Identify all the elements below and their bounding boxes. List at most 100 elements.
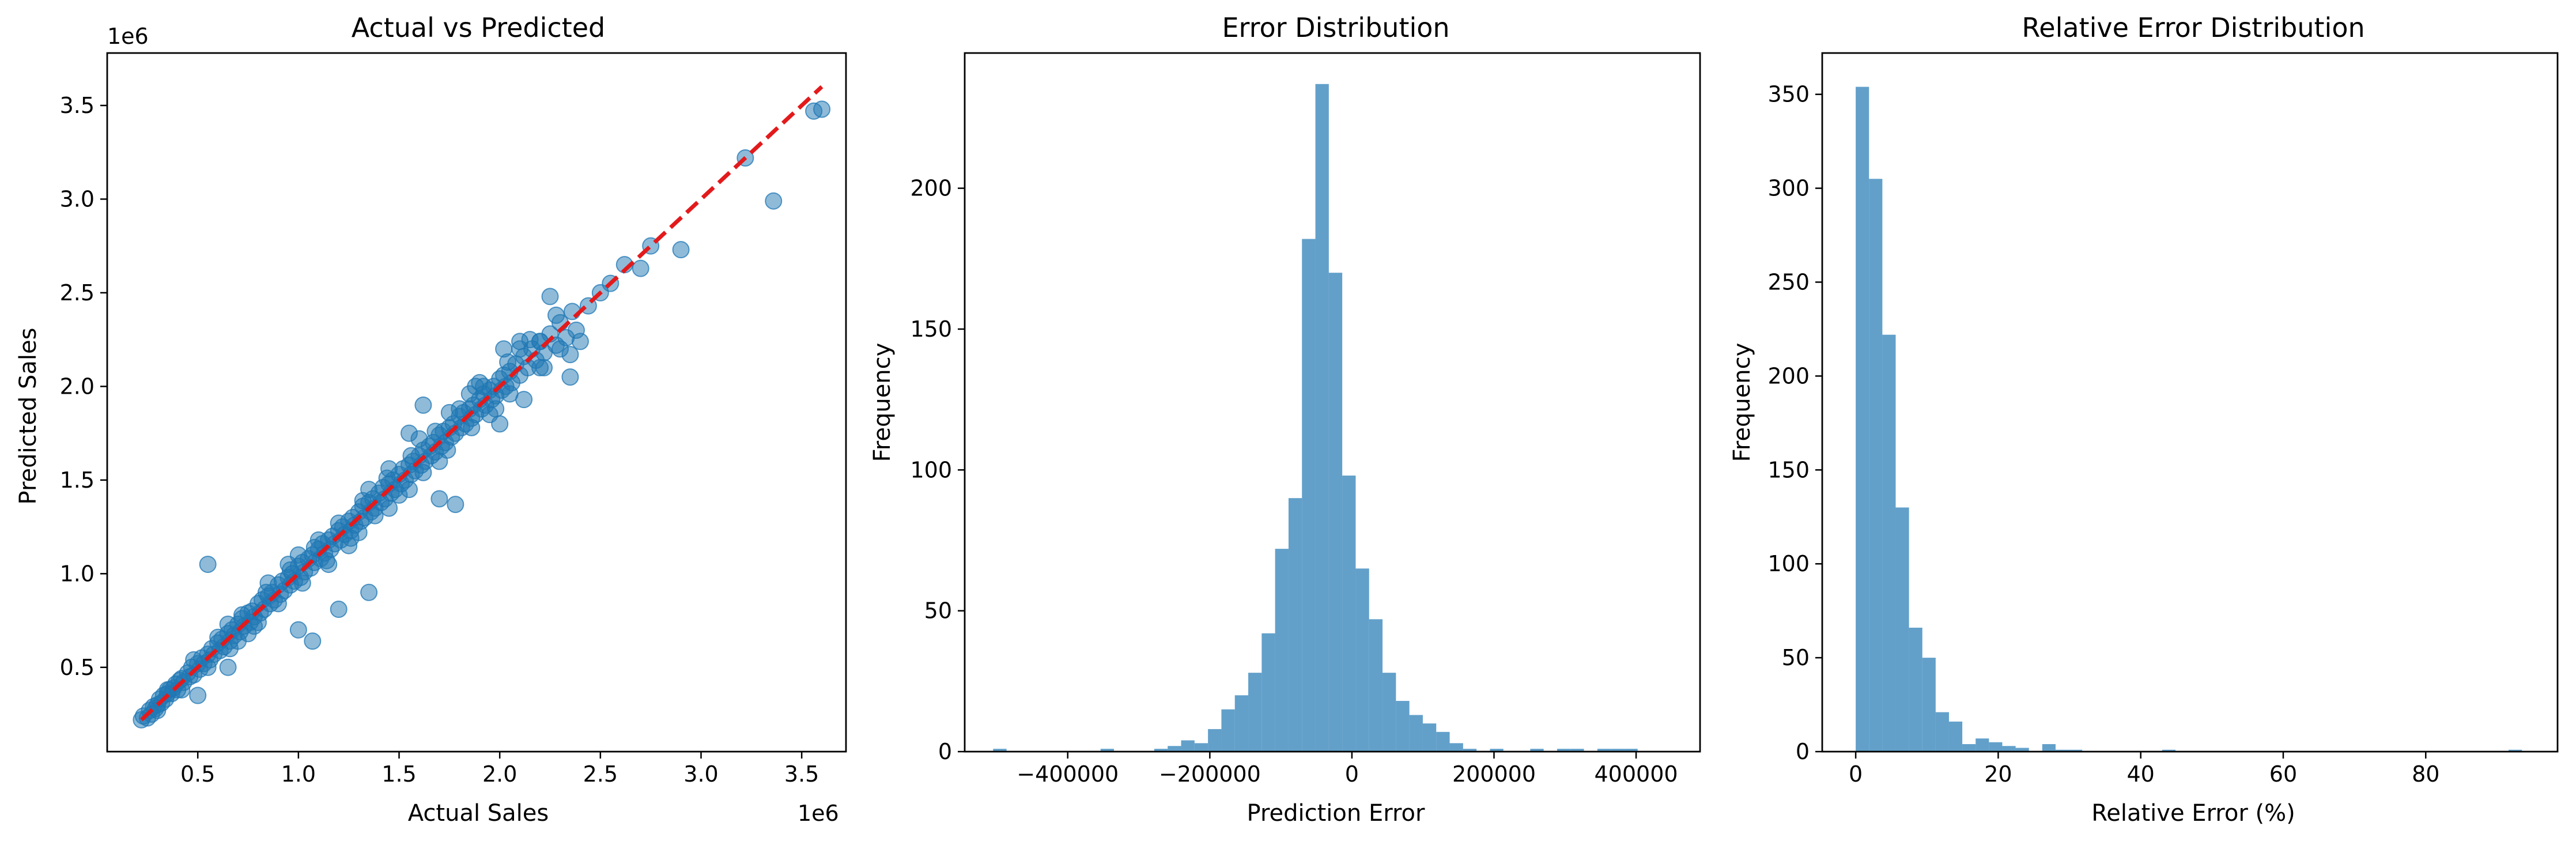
histogram-bar — [2042, 744, 2056, 752]
scatter-point — [430, 452, 448, 470]
histogram-bar — [1976, 738, 1989, 752]
y-tick-label: 1.0 — [60, 561, 95, 586]
scatter-point — [511, 333, 529, 350]
histogram-bar — [2509, 749, 2522, 752]
y-tick-label: 3.5 — [60, 93, 95, 118]
scatter-point — [515, 391, 533, 409]
scatter-point — [430, 490, 448, 508]
histogram-bar — [1154, 749, 1168, 752]
scatter-point — [199, 556, 217, 574]
x-tick-label: 0.5 — [180, 761, 215, 787]
scatter-point — [400, 424, 418, 442]
scatter-point — [571, 333, 589, 350]
x-tick-label: 1.5 — [382, 761, 416, 787]
scatter-point — [330, 514, 348, 532]
scatter-point — [632, 259, 649, 277]
scatter-point — [765, 192, 783, 210]
rel-hist-bars — [1856, 86, 2522, 752]
histogram-bar — [1570, 749, 1584, 752]
scatter-point — [360, 481, 378, 499]
scatter-point — [340, 537, 358, 554]
y-tick-label: 100 — [1767, 551, 1810, 576]
scatter-point — [219, 616, 237, 633]
error-hist-bars — [993, 84, 1638, 752]
scatter-point — [380, 460, 398, 478]
histogram-bar — [1409, 715, 1423, 752]
x-tick-label: 1.0 — [281, 761, 316, 787]
histogram-bar — [1194, 743, 1208, 752]
histogram-bar — [1181, 740, 1195, 752]
histogram-bar — [1935, 712, 1949, 752]
rel-hist-y-ticks: 0 50 100 150 200 250 300 350 — [1767, 82, 1822, 764]
rel-hist-x-ticks: 0 20 40 60 80 — [1849, 752, 2439, 787]
x-tick-label: 200000 — [1452, 761, 1536, 787]
y-tick-label: 200 — [910, 176, 952, 201]
x-tick-label: −200000 — [1159, 761, 1261, 787]
histogram-bar — [1989, 742, 2003, 752]
histogram-bar — [1275, 549, 1289, 752]
rel-hist-x-axis-label: Relative Error (%) — [2091, 800, 2295, 827]
scatter-point — [400, 481, 418, 499]
scatter-point — [360, 583, 378, 601]
histogram-bar — [1449, 743, 1463, 752]
scatter-plot-frame — [106, 52, 847, 753]
histogram-bar — [1355, 568, 1369, 752]
y-tick-label: 2.5 — [60, 280, 95, 305]
scatter-point — [293, 574, 311, 592]
x-tick-label: 40 — [2127, 761, 2155, 787]
scatter-points — [133, 100, 831, 729]
histogram-bar — [1624, 749, 1638, 752]
scatter-point — [561, 368, 579, 386]
error-hist-y-ticks: 0 50 100 150 200 — [910, 176, 965, 764]
histogram-bar — [1369, 619, 1383, 752]
histogram-bar — [1100, 749, 1115, 752]
y-tick-label: 350 — [1767, 82, 1810, 107]
scatter-point — [672, 241, 690, 259]
histogram-bar — [1962, 744, 1976, 752]
y-tick-label: 0 — [938, 739, 952, 764]
y-tick-label: 2.0 — [60, 374, 95, 399]
scatter-point — [551, 340, 569, 358]
scatter-point — [447, 496, 464, 514]
x-tick-label: 80 — [2412, 761, 2439, 787]
scatter-point — [535, 359, 553, 376]
y-tick-label: 3.0 — [60, 186, 95, 212]
histogram-bar — [1208, 729, 1222, 752]
relative-error-histogram-panel: Relative Error Distribution Relative Err… — [1729, 12, 2559, 827]
scatter-title: Actual vs Predicted — [352, 12, 605, 43]
scatter-point — [289, 621, 307, 639]
histogram-bar — [2002, 746, 2016, 752]
scatter-point — [426, 423, 444, 440]
histogram-bar — [1922, 658, 1936, 752]
scatter-y-offset-label: 1e6 — [107, 24, 149, 49]
y-tick-label: 50 — [1782, 645, 1810, 670]
histogram-bar — [1383, 673, 1396, 752]
histogram-bar — [1463, 749, 1477, 752]
scatter-y-axis-label: Predicted Sales — [15, 328, 41, 505]
scatter-point — [541, 288, 559, 305]
scatter-y-ticks: 0.5 1.0 1.5 2.0 2.5 3.0 3.5 — [60, 93, 107, 680]
histogram-bar — [1288, 498, 1302, 752]
scatter-point — [185, 651, 203, 669]
histogram-bar — [1422, 723, 1437, 752]
x-tick-label: 60 — [2269, 761, 2297, 787]
scatter-point — [414, 463, 432, 481]
y-tick-label: 1.5 — [60, 467, 95, 493]
y-tick-label: 150 — [910, 316, 952, 342]
x-tick-label: 3.5 — [784, 761, 819, 787]
y-tick-label: 0.5 — [60, 655, 95, 680]
error-hist-title: Error Distribution — [1222, 12, 1449, 43]
y-tick-label: 50 — [924, 598, 952, 624]
y-tick-label: 100 — [910, 457, 952, 482]
scatter-point — [467, 378, 485, 395]
x-tick-label: 0 — [1849, 761, 1863, 787]
scatter-point — [491, 415, 509, 433]
rel-hist-plot-frame — [1821, 52, 2559, 753]
x-tick-label: −400000 — [1017, 761, 1119, 787]
histogram-bar — [1909, 627, 1922, 752]
scatter-point — [259, 574, 277, 592]
x-tick-label: 400000 — [1595, 761, 1678, 787]
histogram-bar — [1342, 476, 1356, 752]
scatter-point — [380, 499, 398, 517]
scatter-point — [229, 632, 247, 650]
